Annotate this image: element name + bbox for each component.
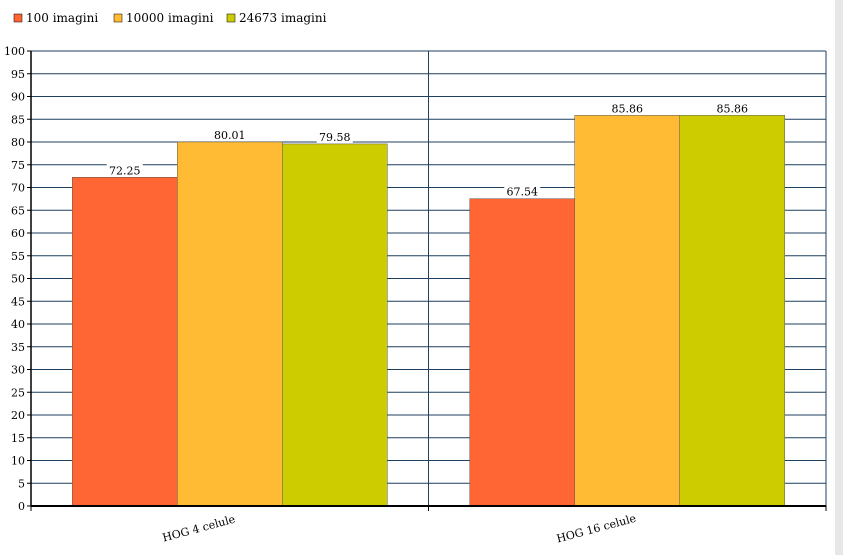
data-label-bg xyxy=(609,101,646,115)
y-tick-label: 75 xyxy=(11,159,25,172)
y-tick-label: 55 xyxy=(11,250,25,263)
data-label-bg xyxy=(504,184,541,198)
legend-swatch-2 xyxy=(113,13,123,23)
legend-swatch-3 xyxy=(226,13,236,23)
bar-2-2 xyxy=(574,115,680,507)
bar-1-2 xyxy=(469,198,575,507)
category-label-1: HOG 4 celule xyxy=(161,513,237,545)
legend-label-3: 24673 imagini xyxy=(239,11,327,25)
y-tick-label: 5 xyxy=(18,477,25,490)
bar-3-1 xyxy=(282,143,388,507)
data-label-3-2: 85.86 xyxy=(717,102,749,115)
y-tick-label: 20 xyxy=(11,409,25,422)
legend-label-1: 100 imagini xyxy=(26,11,98,25)
y-tick-label: 85 xyxy=(11,113,25,126)
data-label-1-2: 67.54 xyxy=(507,186,539,199)
data-label-bg xyxy=(714,101,751,115)
y-tick-label: 15 xyxy=(11,432,25,445)
data-label-2-2: 85.86 xyxy=(612,102,644,115)
legend-label-2: 10000 imagini xyxy=(126,11,214,25)
scrollbar-track[interactable] xyxy=(835,0,843,555)
y-tick-label: 10 xyxy=(11,455,25,468)
data-label-2-1: 80.01 xyxy=(214,129,246,142)
data-label-bg xyxy=(211,127,248,141)
y-tick-label: 50 xyxy=(11,273,25,286)
y-tick-label: 95 xyxy=(11,68,25,81)
y-tick-label: 25 xyxy=(11,386,25,399)
y-tick-label: 70 xyxy=(11,182,25,195)
bar-1-1 xyxy=(72,177,178,507)
y-tick-label: 65 xyxy=(11,204,25,217)
y-tick-label: 30 xyxy=(11,364,25,377)
legend-swatch-1 xyxy=(13,13,23,23)
y-tick-label: 45 xyxy=(11,295,25,308)
y-tick-label: 90 xyxy=(11,91,25,104)
bar-2-1 xyxy=(177,141,283,507)
y-tick-label: 35 xyxy=(11,341,25,354)
y-tick-label: 80 xyxy=(11,136,25,149)
data-label-3-1: 79.58 xyxy=(319,131,351,144)
data-label-1-1: 72.25 xyxy=(109,164,141,177)
y-tick-label: 40 xyxy=(11,318,25,331)
category-label-2: HOG 16 celule xyxy=(555,512,637,546)
bar-3-2 xyxy=(679,115,785,507)
data-label-bg xyxy=(316,129,353,143)
y-tick-label: 0 xyxy=(18,500,25,513)
data-label-bg xyxy=(106,163,143,177)
y-tick-label: 60 xyxy=(11,227,25,240)
y-tick-label: 100 xyxy=(4,45,25,58)
